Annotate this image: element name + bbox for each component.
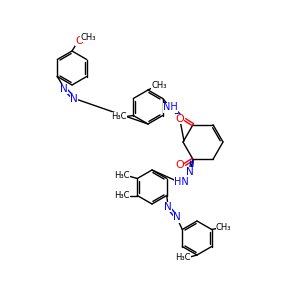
Text: N: N — [176, 113, 184, 124]
Text: O: O — [176, 114, 184, 124]
Text: N: N — [173, 212, 181, 223]
Text: N: N — [70, 94, 78, 103]
Text: CH₃: CH₃ — [216, 223, 232, 232]
Text: O: O — [75, 36, 83, 46]
Text: CH₃: CH₃ — [80, 32, 96, 41]
Text: N: N — [60, 83, 68, 94]
Text: O: O — [176, 160, 184, 170]
Text: H₃C: H₃C — [115, 191, 130, 200]
Text: H₃C: H₃C — [115, 171, 130, 180]
Text: N: N — [186, 167, 194, 177]
Text: H₃C: H₃C — [175, 254, 191, 262]
Text: CH₃: CH₃ — [151, 82, 167, 91]
Text: H₃C: H₃C — [112, 112, 127, 121]
Text: HN: HN — [174, 177, 188, 187]
Text: NH: NH — [163, 103, 178, 112]
Text: N: N — [164, 202, 172, 212]
